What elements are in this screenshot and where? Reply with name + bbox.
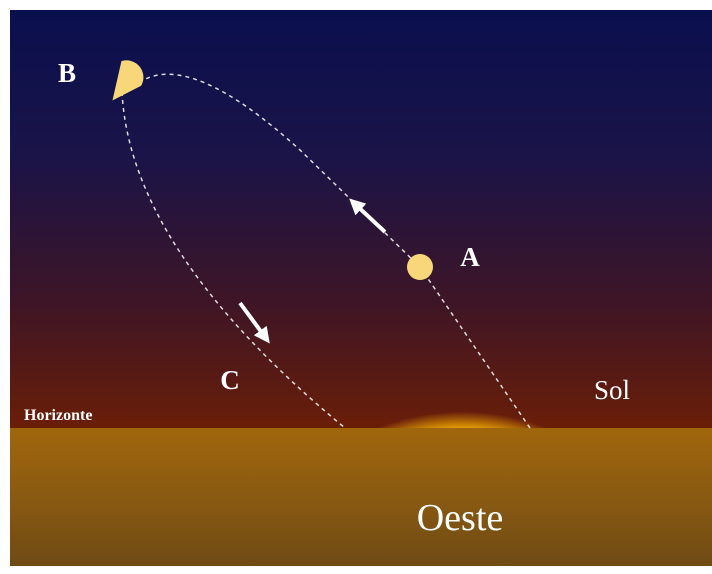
sun-label: Sol — [594, 375, 630, 405]
horizon-label: Horizonte — [24, 407, 92, 424]
label-a: A — [460, 242, 480, 272]
moon-full — [407, 254, 433, 280]
ground — [10, 428, 712, 566]
direction-label: Oeste — [417, 497, 504, 539]
sky — [10, 10, 712, 428]
diagram: B A C Sol Horizonte Oeste — [0, 0, 712, 574]
label-b: B — [58, 58, 76, 88]
label-c: C — [220, 365, 240, 395]
